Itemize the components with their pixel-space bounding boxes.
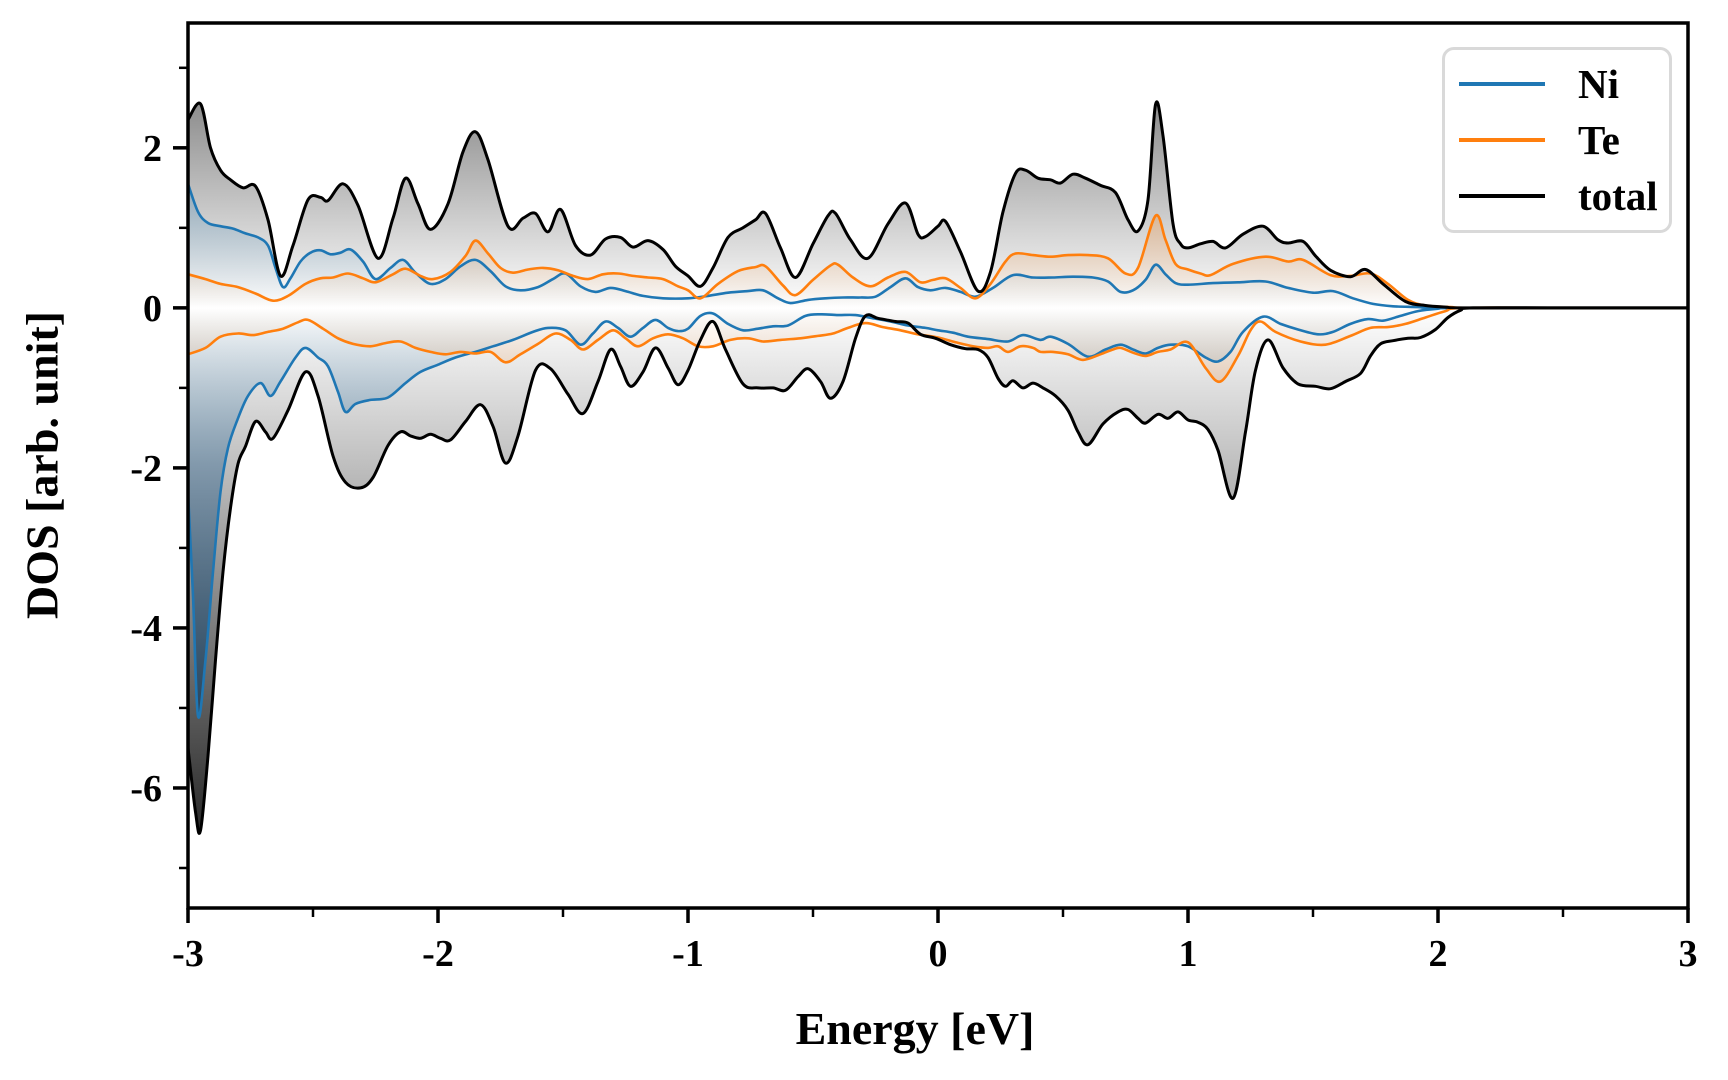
area-Te	[188, 215, 1688, 382]
legend-entry-total: total	[1445, 169, 1669, 223]
x-tick-label: -1	[672, 933, 704, 975]
x-axis-title: Energy [eV]	[795, 1003, 1035, 1054]
legend-label-ni: Ni	[1578, 60, 1619, 107]
y-tick-label: -4	[130, 608, 162, 650]
y-tick-label: 0	[143, 288, 162, 330]
y-tick-label: -2	[130, 448, 162, 490]
axis-ticks	[173, 66, 1690, 923]
legend-label-total: total	[1578, 172, 1658, 219]
curve-Ni-down	[188, 306, 1688, 719]
x-tick-label: 1	[1179, 933, 1198, 975]
curve-Te-up	[188, 213, 1688, 310]
legend-entry-ni: Ni	[1445, 57, 1669, 111]
axes-frame	[186, 21, 1690, 910]
legend-line-ni-icon	[1459, 82, 1545, 86]
y-axis-title: DOS [arb. unit]	[16, 311, 68, 619]
curve-Te-down	[188, 306, 1688, 384]
x-tick-label: 2	[1429, 933, 1448, 975]
x-tick-label: -3	[172, 933, 204, 975]
plot-area	[188, 100, 1688, 835]
y-tick-label: -6	[130, 768, 162, 810]
legend-line-total-icon	[1459, 194, 1545, 198]
legend-line-te-icon	[1459, 138, 1545, 142]
legend-label-te: Te	[1578, 116, 1620, 163]
tick-labels: -3 -2 -1 0 1 2 3 2 0 -2 -4 -6	[130, 128, 1697, 975]
x-tick-label: -2	[422, 933, 454, 975]
y-tick-label: 2	[143, 128, 162, 170]
curve-total-down	[188, 306, 1688, 835]
curve-total-up	[188, 100, 1688, 310]
legend: Ni Te total	[1442, 47, 1672, 233]
legend-entry-te: Te	[1445, 113, 1669, 167]
curve-Ni-up	[188, 183, 1688, 310]
x-tick-label: 0	[929, 933, 948, 975]
x-tick-label: 3	[1679, 933, 1698, 975]
